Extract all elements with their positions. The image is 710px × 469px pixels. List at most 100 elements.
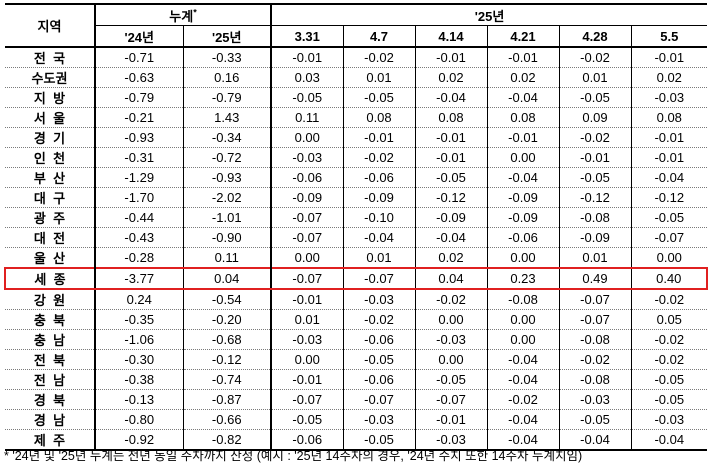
weekly-change-cell: 0.01 <box>342 67 415 88</box>
weekly-change-cell: -0.01 <box>630 127 708 148</box>
weekly-change-cell: 0.09 <box>558 107 631 128</box>
region-header: 지역 <box>5 3 96 48</box>
cumulative-24-cell: -0.44 <box>94 207 183 228</box>
weekly-change-cell: -0.03 <box>558 389 631 410</box>
weekly-change-cell: 0.00 <box>414 309 487 330</box>
weekly-change-cell: -0.06 <box>270 167 343 188</box>
weekly-change-cell: -0.07 <box>270 389 343 410</box>
region-cell: 경 북 <box>5 389 96 410</box>
cumulative-25-cell: -0.74 <box>182 369 271 390</box>
table-row: 경 기 -0.93 -0.34 0.00 -0.01 -0.01 -0.01 -0.02 -0.… <box>5 127 708 148</box>
weekly-change-cell: -0.02 <box>342 147 415 168</box>
region-cell: 충 남 <box>5 329 96 350</box>
weekly-change-cell: -0.12 <box>414 187 487 208</box>
weekly-change-cell: -0.09 <box>486 207 559 228</box>
table-row: 경 북 -0.13 -0.87 -0.07 -0.07 -0.07 -0.02 -0.03 -0… <box>5 389 708 410</box>
weekly-change-cell: -0.09 <box>270 187 343 208</box>
weekly-change-cell: 0.49 <box>558 267 631 290</box>
weekly-change-cell: -0.05 <box>414 369 487 390</box>
year-header: '25년 <box>269 3 708 26</box>
table-row: 전 남 -0.38 -0.74 -0.01 -0.06 -0.05 -0.04 -0.08 -0… <box>5 369 708 390</box>
weekly-change-cell: -0.02 <box>342 309 415 330</box>
cumulative-25-cell: -0.93 <box>182 167 271 188</box>
weekly-change-cell: -0.04 <box>414 227 487 248</box>
weekly-change-cell: -0.12 <box>630 187 708 208</box>
weekly-change-cell: -0.01 <box>270 47 343 68</box>
weekly-change-cell: 0.01 <box>558 247 631 269</box>
weekly-change-cell: 0.00 <box>414 349 487 370</box>
weekly-change-cell: 0.11 <box>270 107 343 128</box>
price-table-container: 지역 누계* '25년 '24년 '25년 3.31 4.7 4.14 4.21… <box>4 3 709 451</box>
weekly-change-cell: -0.09 <box>414 207 487 228</box>
weekly-change-cell: 0.01 <box>270 309 343 330</box>
regional-price-change-table: 지역 누계* '25년 '24년 '25년 3.31 4.7 4.14 4.21… <box>4 3 709 451</box>
weekly-change-cell: 0.00 <box>486 147 559 168</box>
weekly-change-cell: 0.04 <box>414 267 487 290</box>
cumulative-24-cell: -0.79 <box>94 87 183 108</box>
weekly-change-cell: -0.07 <box>342 267 415 290</box>
weekly-change-cell: -0.07 <box>270 207 343 228</box>
region-cell: 전 국 <box>5 47 96 68</box>
cumulative-24-cell: -0.31 <box>94 147 183 168</box>
region-cell: 대 전 <box>5 227 96 248</box>
region-cell: 전 북 <box>5 349 96 370</box>
weekly-change-cell: 0.02 <box>486 67 559 88</box>
cumulative-24-cell: -0.28 <box>94 247 183 269</box>
table-row: 수도권 -0.63 0.16 0.03 0.01 0.02 0.02 0.01 0.02 <box>5 67 708 88</box>
weekly-change-cell: -0.08 <box>558 329 631 350</box>
cumulative-25-cell: -0.20 <box>182 309 271 330</box>
cumulative-25-cell: -1.01 <box>182 207 271 228</box>
region-cell: 지 방 <box>5 87 96 108</box>
cumulative-25-cell: -0.33 <box>182 47 271 68</box>
cumulative-24-cell: 0.24 <box>94 289 183 310</box>
weekly-change-cell: -0.06 <box>342 369 415 390</box>
cumulative-24-cell: -0.21 <box>94 107 183 128</box>
cumulative-25-cell: -0.54 <box>182 289 271 310</box>
weekly-change-cell: -0.07 <box>342 389 415 410</box>
weekly-change-cell: -0.01 <box>414 127 487 148</box>
weekly-change-cell: 0.00 <box>486 309 559 330</box>
weekly-change-cell: -0.01 <box>270 369 343 390</box>
weekly-change-cell: -0.05 <box>558 87 631 108</box>
weekly-change-cell: 0.01 <box>342 247 415 269</box>
weekly-change-cell: -0.04 <box>414 87 487 108</box>
weekly-change-cell: -0.07 <box>414 389 487 410</box>
weekly-change-cell: -0.05 <box>630 207 708 228</box>
region-cell: 수도권 <box>5 67 96 88</box>
cumulative-25-cell: 0.04 <box>182 267 271 290</box>
weekly-change-cell: -0.07 <box>558 309 631 330</box>
col-header-week: 4.28 <box>558 25 631 48</box>
weekly-change-cell: -0.01 <box>630 147 708 168</box>
cumulative-25-cell: -0.34 <box>182 127 271 148</box>
weekly-change-cell: -0.01 <box>342 127 415 148</box>
weekly-change-cell: -0.03 <box>414 429 487 451</box>
weekly-change-cell: -0.03 <box>414 329 487 350</box>
cumulative-25-cell: -0.87 <box>182 389 271 410</box>
weekly-change-cell: -0.07 <box>270 267 343 290</box>
table-row: 인 천 -0.31 -0.72 -0.03 -0.02 -0.01 0.00 -0.01 -0.… <box>5 147 708 168</box>
weekly-change-cell: -0.04 <box>486 429 559 451</box>
weekly-change-cell: -0.05 <box>558 409 631 430</box>
cumulative-24-cell: -0.13 <box>94 389 183 410</box>
weekly-change-cell: -0.08 <box>558 369 631 390</box>
weekly-change-cell: -0.05 <box>270 409 343 430</box>
col-header-week: 5.5 <box>630 25 708 48</box>
region-cell: 충 북 <box>5 309 96 330</box>
col-header-cum25: '25년 <box>182 25 271 48</box>
weekly-change-cell: 0.03 <box>270 67 343 88</box>
weekly-change-cell: -0.01 <box>630 47 708 68</box>
weekly-change-cell: -0.05 <box>270 87 343 108</box>
cumulative-24-cell: -1.29 <box>94 167 183 188</box>
cumulative-25-cell: 0.11 <box>182 247 271 269</box>
weekly-change-cell: -0.02 <box>342 47 415 68</box>
table-row: 강 원 0.24 -0.54 -0.01 -0.03 -0.02 -0.08 -0.07 -0.… <box>5 289 708 310</box>
weekly-change-cell: 0.08 <box>342 107 415 128</box>
table-row: 부 산 -1.29 -0.93 -0.06 -0.06 -0.05 -0.04 -0.05 -0… <box>5 167 708 188</box>
weekly-change-cell: -0.02 <box>630 329 708 350</box>
region-cell: 세 종 <box>4 267 96 290</box>
weekly-change-cell: -0.08 <box>558 207 631 228</box>
weekly-change-cell: 0.08 <box>630 107 708 128</box>
cumulative-25-cell: -0.68 <box>182 329 271 350</box>
table-row: 대 구 -1.70 -2.02 -0.09 -0.09 -0.12 -0.09 -0.12 -0… <box>5 187 708 208</box>
weekly-change-cell: -0.04 <box>342 227 415 248</box>
